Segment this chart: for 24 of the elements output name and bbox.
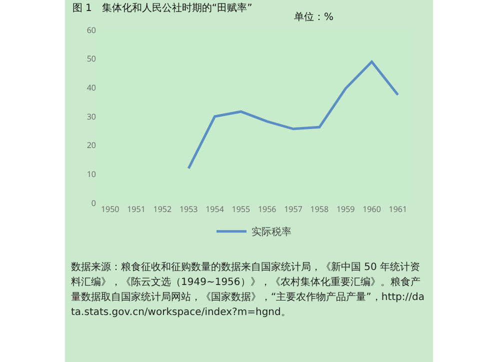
legend-label: 实际税率 xyxy=(252,224,292,238)
y-tick-label: 40 xyxy=(86,82,96,94)
x-tick-label: 1956 xyxy=(258,204,277,215)
y-tick-label: 0 xyxy=(91,198,96,209)
chart-title: 图 1 集体化和人民公社时期的“田赋率” xyxy=(72,2,252,14)
x-tick-label: 1950 xyxy=(100,204,120,215)
x-tick-label: 1960 xyxy=(362,204,382,215)
y-tick-label: 60 xyxy=(86,24,96,36)
x-tick-label: 1953 xyxy=(179,204,198,215)
x-tick-label: 1955 xyxy=(232,204,250,215)
x-tick-label: 1961 xyxy=(388,204,408,215)
y-tick-label: 10 xyxy=(86,168,96,180)
x-tick-label: 1952 xyxy=(153,204,172,215)
source-note: 数据来源：粮食征收和征购数量的数据来自国家统计局，《新中国 50 年统计资料汇编》，《陈云文选（1949~1956）》，《农村集体化重要汇编》。粮食产量数据取自国家统计局网站，《国家数据》，“主要农作物产品产量”，http://data.stats.gov.cn/workspace/index?m=hgnd。 xyxy=(71,260,426,320)
x-tick-label: 1954 xyxy=(206,204,224,215)
x-tick-label: 1951 xyxy=(127,204,146,215)
y-tick-label: 30 xyxy=(86,111,96,122)
x-tick-label: 1957 xyxy=(284,204,303,215)
y-tick-label: 20 xyxy=(86,140,96,152)
x-tick-label: 1959 xyxy=(336,204,356,215)
x-tick-label: 1958 xyxy=(310,204,329,215)
y-tick-label: 50 xyxy=(86,54,96,65)
chart-subtitle: 单位：% xyxy=(294,11,334,23)
line-series xyxy=(187,60,400,170)
